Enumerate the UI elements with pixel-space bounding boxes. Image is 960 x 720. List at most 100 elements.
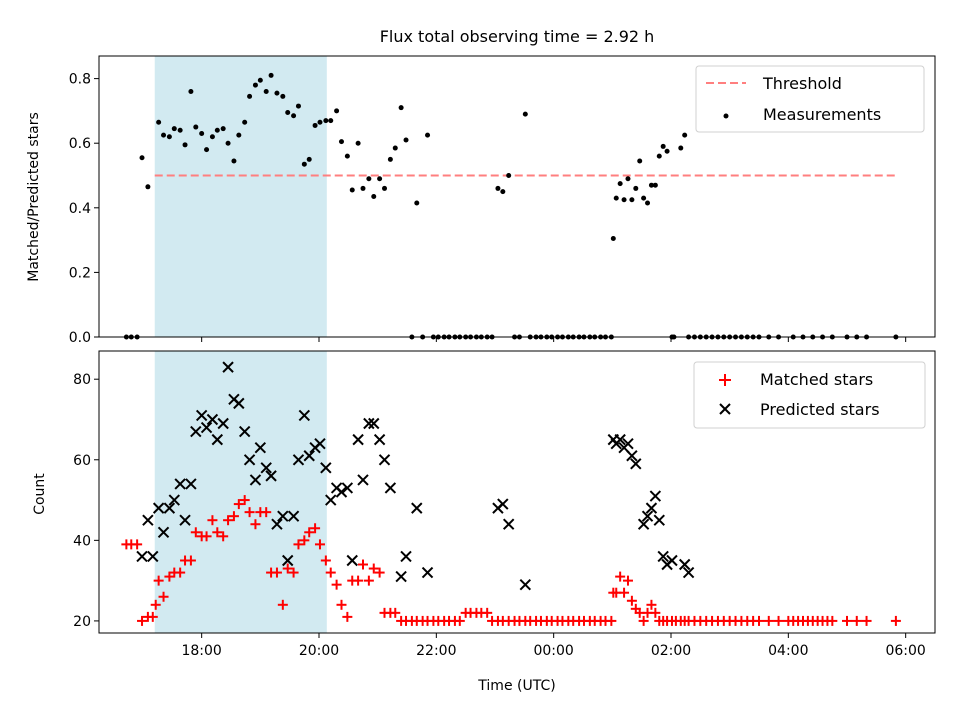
measurement-point [617, 181, 623, 187]
predicted-star-point [303, 450, 315, 462]
matched-star-point [233, 499, 244, 510]
matched-star-point [207, 515, 218, 526]
predicted-star-point-b [200, 421, 213, 434]
matched-star-point [638, 615, 649, 626]
legend-top: Threshold Measurements [695, 65, 925, 133]
predicted-star-point [363, 417, 375, 430]
predicted-star-point-b [142, 514, 154, 526]
panel-bottom: 20 40 60 80 18:00 20:00 22:00 00:00 02:00 04:00 0… [32, 350, 936, 694]
predicted-star-point-b [179, 514, 191, 526]
predicted-star-point-b [243, 454, 256, 466]
predicted-star-point-b [335, 486, 348, 498]
matched-star-point [320, 555, 331, 566]
predicted-star-point-b [653, 514, 665, 526]
matched-star-point [150, 599, 161, 610]
measurement-point [334, 108, 340, 114]
measurement-point [220, 126, 226, 132]
measurement-point [403, 137, 409, 143]
measurement-point [382, 185, 388, 191]
predicted-star-point [346, 554, 358, 567]
matched-star-point [842, 615, 852, 626]
measurement-point [500, 189, 506, 195]
matched-star-point [201, 531, 212, 542]
shaded-interval-rect [154, 351, 327, 633]
matched-star-point [158, 591, 169, 602]
predicted-star-point-b [346, 554, 358, 567]
matched-star-point [890, 615, 901, 626]
measurement-point [268, 72, 274, 78]
predicted-star-point [238, 425, 251, 438]
matched-star-point [288, 567, 299, 578]
predicted-star-point-b [352, 433, 364, 446]
measurement-point [242, 119, 248, 125]
measurement-point [209, 134, 215, 140]
predicted-star-point-b [211, 433, 224, 446]
measurement-point [506, 173, 512, 179]
predicted-star-point-b [249, 474, 262, 486]
measurement-point [257, 77, 263, 83]
predicted-star-point-b [136, 550, 148, 563]
matched-star-point [358, 559, 368, 570]
measurement-point [317, 119, 323, 125]
predicted-star-point [147, 550, 159, 563]
matched-star-point [374, 567, 385, 578]
matched-star-point [228, 511, 239, 522]
y-tick-label: 60 [73, 453, 91, 469]
predicted-star-point-b [185, 478, 197, 490]
predicted-star-point-b [190, 425, 202, 438]
predicted-star-point-b [641, 510, 654, 522]
predicted-star-point [645, 502, 658, 514]
predicted-star-point [373, 433, 386, 446]
measurement-point [236, 132, 242, 138]
measurement-point [633, 185, 639, 191]
y-tick-label: 20 [73, 614, 91, 630]
shaded-interval-rect [154, 56, 327, 337]
matched-star-point [646, 599, 657, 610]
matched-star-point [336, 599, 347, 610]
measurement-point [678, 145, 684, 151]
predicted-star-point [249, 474, 262, 486]
predicted-star-point-b [497, 498, 509, 510]
y-ticks-top: 0.0 0.2 0.4 0.6 0.8 [69, 72, 99, 346]
predicted-star-point [179, 514, 191, 526]
predicted-star-point [641, 510, 654, 522]
matched-star-point [615, 571, 626, 582]
predicted-star-point [421, 566, 434, 579]
predicted-star-point-b [206, 413, 219, 426]
measurement-point [377, 176, 383, 182]
legend-matched-swatch [719, 374, 731, 386]
measurement-point [171, 126, 177, 132]
measurement-point [664, 148, 670, 154]
predicted-star-point [233, 397, 245, 410]
matched-star-point [153, 575, 164, 586]
legend-bottom: Matched stars Predicted stars [693, 361, 926, 429]
matched-star-point [314, 539, 325, 550]
matched-star-point [190, 527, 201, 538]
measurement-point [355, 140, 361, 146]
measurement-point [214, 127, 220, 133]
predicted-star-point [325, 494, 337, 506]
measurement-point [387, 156, 393, 162]
x-tick-label: 06:00 [885, 643, 925, 659]
predicted-star-point-b [363, 417, 375, 430]
predicted-star-point [335, 486, 348, 498]
x-tick-label: 20:00 [299, 643, 339, 659]
predicted-star-point-b [287, 510, 300, 522]
predicted-star-point [400, 550, 412, 563]
predicted-star-point [190, 425, 202, 438]
predicted-star-point-b [645, 502, 658, 514]
measurement-point [145, 184, 151, 190]
predicted-star-point-b [157, 526, 170, 538]
measurement-point [398, 105, 404, 111]
measurement-point [280, 93, 286, 99]
matched-star-point [223, 515, 234, 526]
matched-star-point [212, 527, 223, 538]
predicted-star-point-b [282, 554, 294, 567]
predicted-star-point-b [649, 490, 662, 502]
predicted-star-point [298, 409, 311, 422]
measurement-point [182, 142, 188, 148]
predicted-star-point-b [421, 566, 434, 579]
predicted-star-point-b [147, 550, 159, 563]
predicted-star-point-b [400, 550, 412, 563]
axes-frame-bottom [98, 350, 936, 634]
